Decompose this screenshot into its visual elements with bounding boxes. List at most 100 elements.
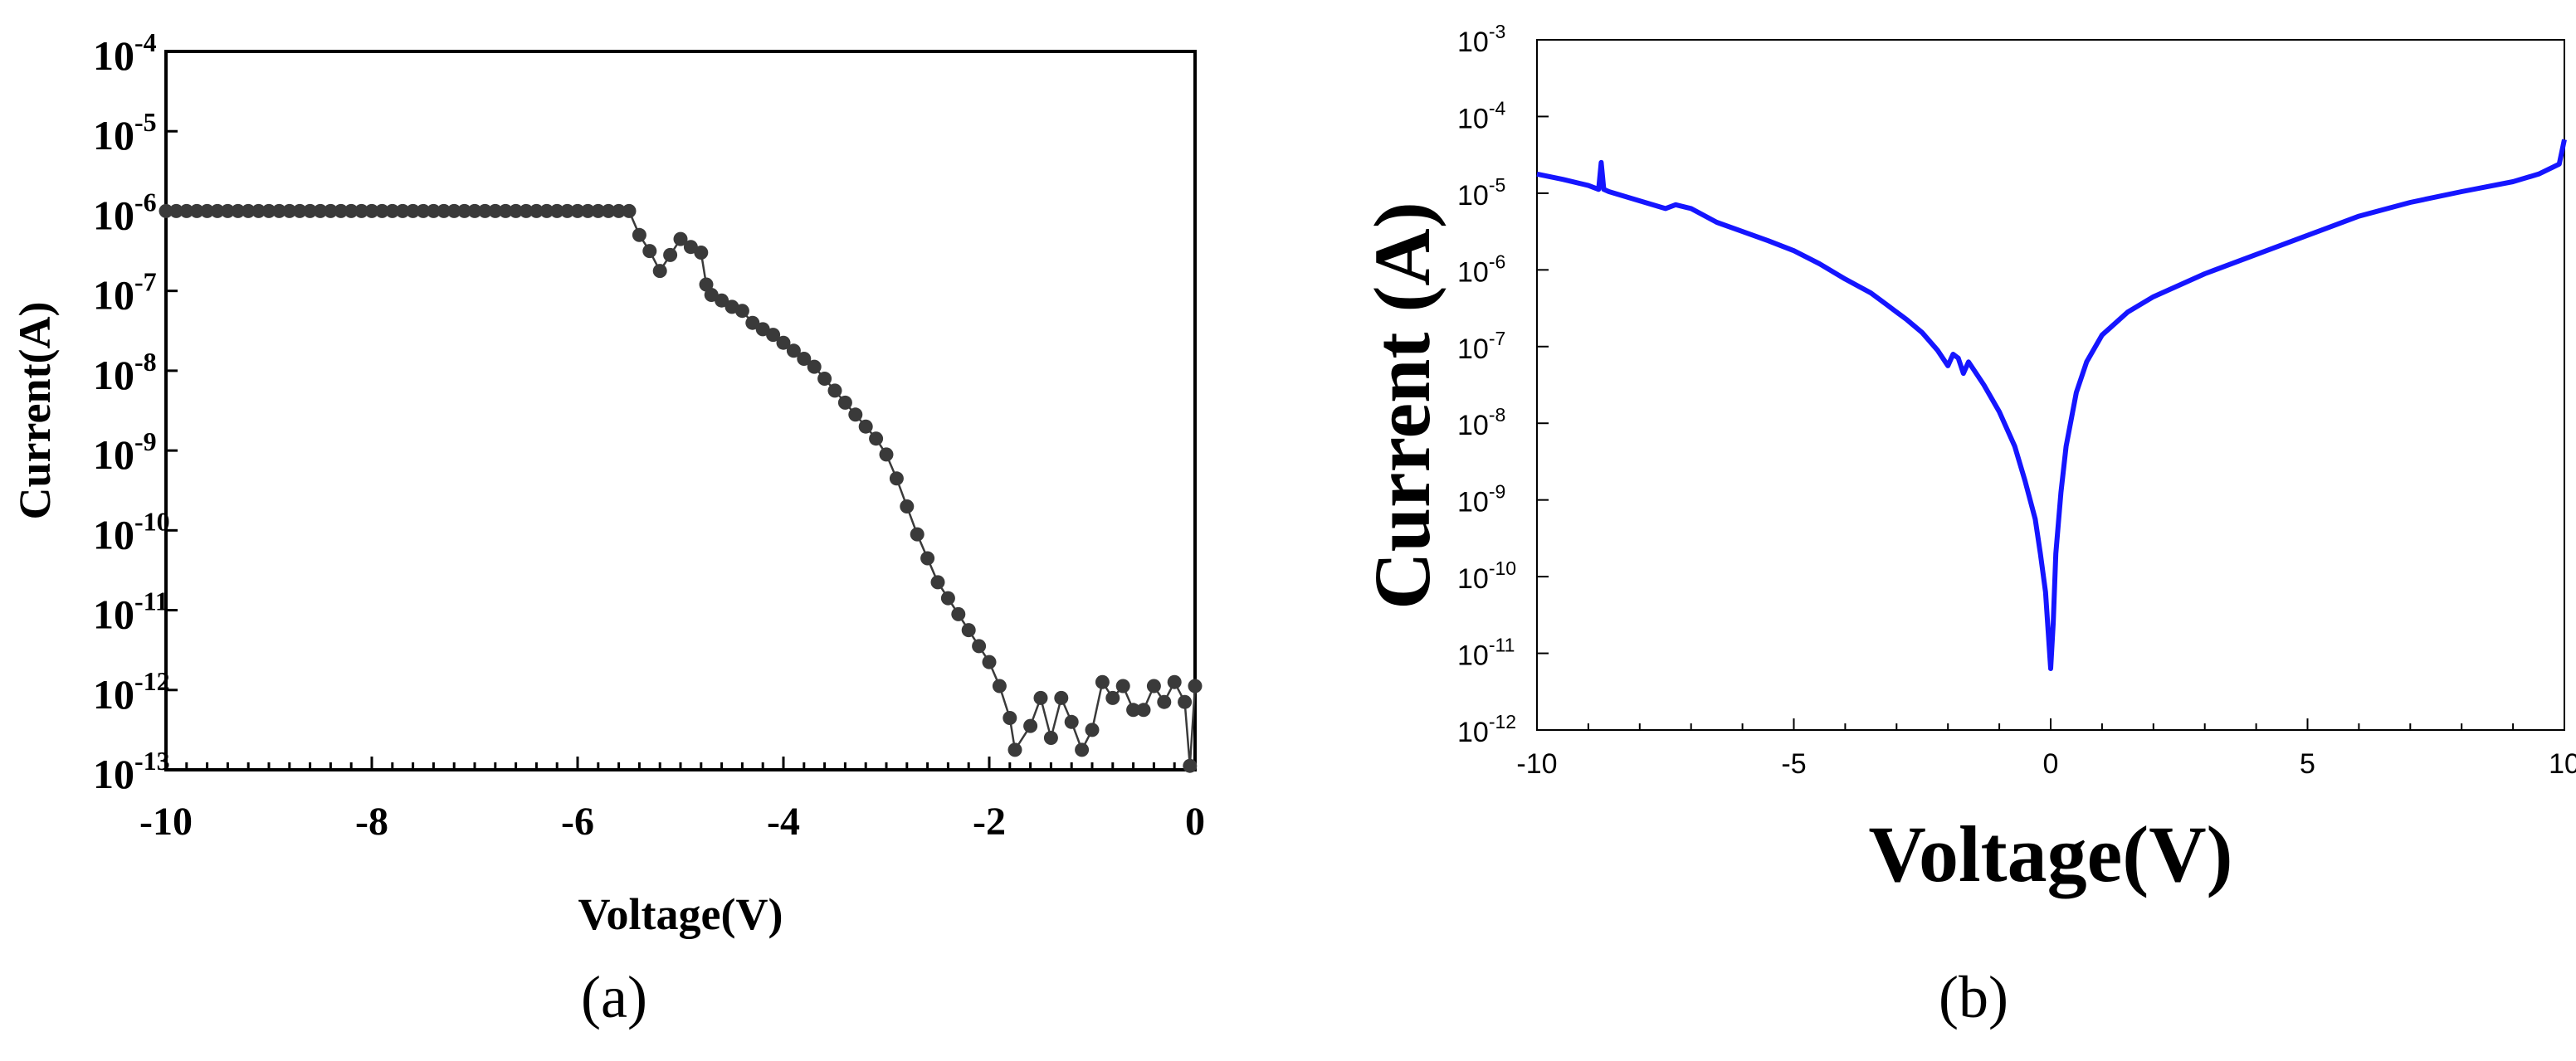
y-tick-label: 10-11: [1457, 635, 1515, 672]
plot-frame-a: [164, 50, 1197, 771]
data-point: [539, 203, 554, 218]
data-point: [920, 551, 935, 566]
y-tick-base: 10: [93, 112, 134, 158]
data-point: [1085, 723, 1100, 737]
data-point: [374, 203, 389, 218]
y-tick-base: 10: [1457, 27, 1489, 58]
y-tick-label: 10-13: [93, 746, 170, 797]
y-tick-label: 10-7: [93, 267, 157, 319]
y-tick-label: 10-3: [1457, 21, 1505, 58]
data-point: [797, 352, 812, 366]
data-point: [766, 328, 781, 343]
data-point: [354, 203, 369, 218]
data-point: [344, 203, 359, 218]
y-tick-base: 10: [93, 511, 134, 557]
y-tick-label: 10-8: [1457, 404, 1505, 441]
data-point: [303, 203, 318, 218]
x-tick-label: -10: [1516, 748, 1557, 780]
data-point: [837, 395, 852, 410]
data-point: [1178, 694, 1193, 709]
data-point: [570, 203, 585, 218]
data-point: [292, 203, 307, 218]
y-tick-base: 10: [1457, 180, 1489, 212]
x-tick-label: 5: [2300, 748, 2315, 780]
data-point: [817, 372, 832, 386]
data-point: [231, 203, 246, 218]
data-point: [745, 315, 760, 330]
x-tick-label: -6: [561, 800, 594, 844]
data-point: [282, 203, 297, 218]
data-point: [889, 471, 904, 486]
data-point: [858, 419, 873, 434]
data-point: [1023, 718, 1038, 733]
y-tick-base: 10: [1457, 410, 1489, 441]
y-tick-exponent: -8: [134, 347, 157, 377]
data-point: [694, 246, 709, 260]
data-point: [1095, 674, 1110, 689]
data-point: [776, 335, 791, 350]
data-point: [519, 203, 534, 218]
data-point: [734, 304, 749, 319]
data-point: [848, 407, 863, 422]
data-point: [271, 203, 286, 218]
y-tick-exponent: -5: [134, 107, 157, 137]
data-point: [168, 203, 183, 218]
y-tick-base: 10: [1457, 563, 1489, 595]
y-tick-label: 10-4: [1457, 97, 1505, 134]
y-tick-exponent: -13: [134, 746, 170, 776]
data-point: [715, 293, 729, 308]
y-tick-label: 10-5: [1457, 174, 1505, 212]
panel-label-b: (b): [1939, 964, 2008, 1030]
y-axis-label: Current (A): [1358, 202, 1447, 609]
y-tick-exponent: -12: [134, 666, 170, 696]
y-tick-label: 10-11: [93, 586, 168, 638]
y-tick-label: 10-6: [1457, 251, 1505, 288]
y-tick-label: 10-6: [93, 187, 157, 238]
y-tick-exponent: -11: [1489, 635, 1515, 656]
data-point: [900, 499, 915, 513]
panel-b: -10 -5 0 5 1010-310-410-510-610-710-810-910-…: [1358, 21, 2576, 1030]
y-tick-base: 10: [1457, 487, 1489, 518]
data-point: [467, 203, 482, 218]
data-point: [1064, 714, 1079, 729]
y-tick-exponent: -8: [1489, 404, 1505, 426]
data-point: [395, 203, 410, 218]
data-point: [1054, 690, 1069, 705]
panel-label-a: (a): [581, 964, 647, 1030]
y-tick-label: 10-9: [93, 426, 157, 478]
y-tick-label: 10-12: [93, 666, 170, 718]
y-tick-exponent: -4: [134, 27, 157, 57]
data-point: [251, 203, 266, 218]
data-point: [827, 383, 842, 398]
y-tick-exponent: -9: [134, 426, 157, 456]
data-point: [940, 591, 955, 606]
data-point: [972, 639, 987, 654]
y-tick-label: 10-10: [93, 506, 170, 557]
y-tick-base: 10: [1457, 103, 1489, 134]
y-tick-base: 10: [1457, 256, 1489, 288]
data-point: [334, 203, 349, 218]
data-point: [961, 623, 976, 638]
data-point: [580, 203, 595, 218]
y-tick-exponent: -5: [1489, 174, 1505, 196]
data-point: [642, 244, 657, 259]
panel-a: -10 -8 -6 -4 -2 010-410-510-610-710-810-910-1…: [10, 27, 1205, 1030]
y-tick-label: 10-7: [1457, 328, 1505, 365]
x-tick-label: -4: [767, 800, 800, 844]
data-point: [241, 203, 256, 218]
data-point: [1146, 679, 1161, 694]
data-point: [1115, 679, 1130, 694]
data-point: [982, 655, 997, 669]
y-tick-base: 10: [93, 352, 134, 398]
data-point: [1183, 758, 1198, 773]
y-tick-base: 10: [1457, 717, 1489, 748]
x-tick-label: -2: [973, 800, 1006, 844]
x-tick-label: 0: [1185, 800, 1205, 844]
x-tick-label: -10: [139, 800, 193, 844]
y-tick-label: 10-9: [1457, 481, 1505, 518]
y-tick-label: 10-8: [93, 347, 157, 398]
x-axis-label: Voltage(V): [578, 889, 783, 939]
data-point: [879, 447, 894, 462]
y-tick-label: 10-5: [93, 107, 157, 158]
data-point: [1126, 703, 1141, 718]
